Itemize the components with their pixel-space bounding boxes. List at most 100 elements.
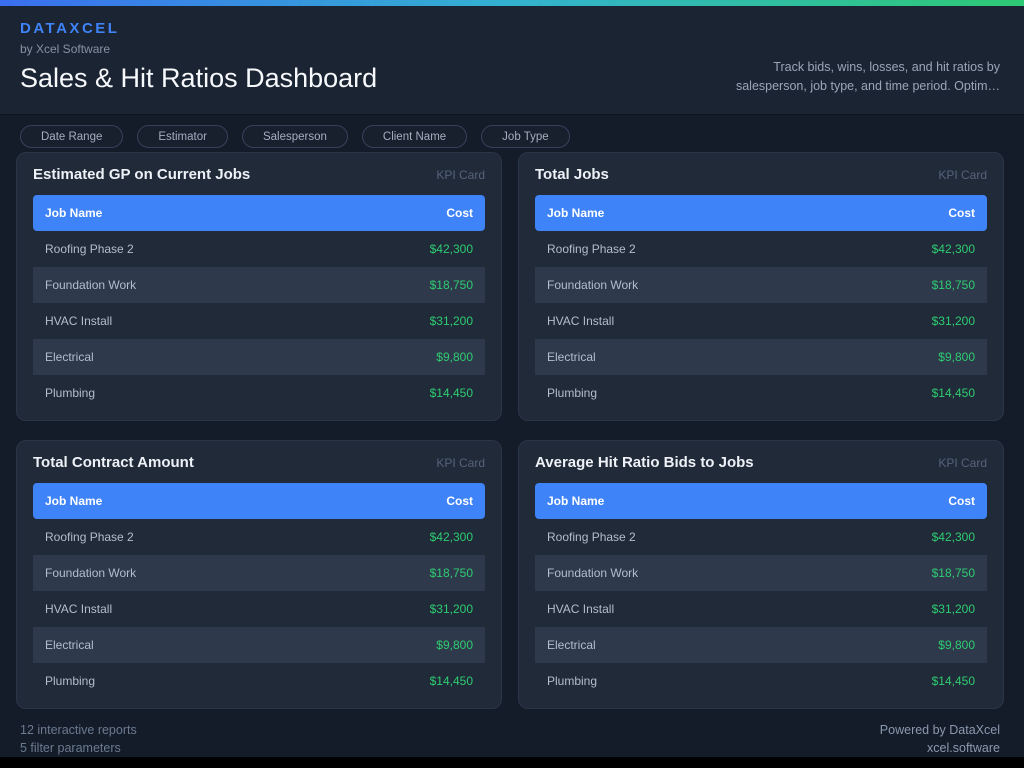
filter-pill[interactable]: Client Name [361, 125, 468, 148]
cost-cell: $31,200 [429, 314, 473, 328]
cost-cell: $18,750 [429, 566, 473, 580]
brand-name: DATAXCEL [20, 20, 120, 37]
kpi-card: Total Contract Amount KPI Card Job Name … [16, 440, 502, 709]
cost-cell: $31,200 [931, 314, 975, 328]
column-header-cost: Cost [446, 494, 473, 508]
brand-tagline: by Xcel Software [20, 42, 111, 56]
table-row: Roofing Phase 2 $42,300 [33, 231, 485, 267]
job-name-cell: Foundation Work [547, 278, 639, 292]
card-type-badge: KPI Card [436, 455, 485, 470]
job-name-cell: Electrical [45, 350, 94, 364]
table-row: Plumbing $14,450 [535, 663, 987, 699]
job-name-cell: Roofing Phase 2 [45, 242, 134, 256]
column-header-cost: Cost [948, 494, 975, 508]
table-row: HVAC Install $31,200 [535, 303, 987, 339]
job-name-cell: Roofing Phase 2 [547, 242, 636, 256]
table-row: Electrical $9,800 [535, 339, 987, 375]
filter-pill[interactable]: Estimator [137, 125, 228, 148]
cost-cell: $9,800 [436, 350, 473, 364]
table-header: Job Name Cost [33, 195, 485, 231]
job-name-cell: HVAC Install [547, 314, 615, 328]
card-rows: Roofing Phase 2 $42,300 Foundation Work … [33, 231, 485, 411]
filter-bar: Date Range Estimator Salesperson Client Nam… [0, 115, 1024, 148]
footer-website-link[interactable]: xcel.software [927, 741, 1000, 755]
table-row: Electrical $9,800 [33, 339, 485, 375]
job-name-cell: Roofing Phase 2 [45, 530, 134, 544]
table-row: Plumbing $14,450 [33, 663, 485, 699]
cost-cell: $14,450 [931, 674, 975, 688]
cost-cell: $31,200 [931, 602, 975, 616]
job-name-cell: Roofing Phase 2 [547, 530, 636, 544]
table-row: Foundation Work $18,750 [535, 555, 987, 591]
job-name-cell: Electrical [547, 350, 596, 364]
column-header-cost: Cost [948, 206, 975, 220]
cost-cell: $42,300 [429, 242, 473, 256]
job-name-cell: Foundation Work [547, 566, 639, 580]
footer-powered-by: Powered by DataXcel [879, 723, 1000, 737]
table-row: HVAC Install $31,200 [33, 303, 485, 339]
column-header-job-name: Job Name [547, 494, 605, 508]
filter-pill[interactable]: Salesperson [241, 125, 348, 148]
cost-cell: $18,750 [429, 278, 473, 292]
cost-cell: $9,800 [436, 638, 473, 652]
card-rows: Roofing Phase 2 $42,300 Foundation Work … [535, 231, 987, 411]
kpi-card: Total Jobs KPI Card Job Name Cost Roofin… [518, 152, 1004, 421]
cost-cell: $42,300 [429, 530, 473, 544]
table-row: Roofing Phase 2 $42,300 [33, 519, 485, 555]
header-description: Track bids, wins, losses, and hit ratios… [736, 58, 1000, 97]
column-header-job-name: Job Name [45, 206, 103, 220]
footer: 12 interactive reports 5 filter paramete… [0, 709, 1024, 757]
filter-pill[interactable]: Date Range [20, 125, 124, 148]
cost-cell: $14,450 [429, 674, 473, 688]
cost-cell: $14,450 [429, 386, 473, 400]
card-header: Estimated GP on Current Jobs KPI Card [33, 166, 485, 183]
column-header-cost: Cost [446, 206, 473, 220]
card-rows: Roofing Phase 2 $42,300 Foundation Work … [33, 519, 485, 699]
table-row: Plumbing $14,450 [33, 375, 485, 411]
cards-grid: Estimated GP on Current Jobs KPI Card Jo… [0, 148, 1024, 709]
cost-cell: $42,300 [931, 242, 975, 256]
table-header: Job Name Cost [33, 483, 485, 519]
cost-cell: $9,800 [938, 638, 975, 652]
table-row: Roofing Phase 2 $42,300 [535, 231, 987, 267]
kpi-card: Average Hit Ratio Bids to Jobs KPI Card … [518, 440, 1004, 709]
job-name-cell: Plumbing [547, 386, 598, 400]
top-gradient-bar [0, 0, 1024, 6]
table-row: Foundation Work $18,750 [33, 555, 485, 591]
table-header: Job Name Cost [535, 483, 987, 519]
cost-cell: $31,200 [429, 602, 473, 616]
footer-stat-reports: 12 interactive reports [20, 723, 137, 737]
footer-stats: 12 interactive reports 5 filter paramete… [20, 721, 137, 757]
table-row: Foundation Work $18,750 [33, 267, 485, 303]
card-header: Total Jobs KPI Card [535, 166, 987, 183]
table-row: Plumbing $14,450 [535, 375, 987, 411]
job-name-cell: Plumbing [547, 674, 598, 688]
cost-cell: $18,750 [931, 566, 975, 580]
header-description-line2: salesperson, job type, and time period. … [735, 79, 1000, 94]
app-header: DATAXCEL by Xcel Software Sales & Hit Ra… [0, 6, 1024, 115]
card-type-badge: KPI Card [938, 455, 987, 470]
footer-credits: Powered by DataXcel xcel.software [880, 721, 1000, 757]
footer-stat-filters: 5 filter parameters [20, 741, 121, 755]
card-rows: Roofing Phase 2 $42,300 Foundation Work … [535, 519, 987, 699]
cost-cell: $14,450 [931, 386, 975, 400]
kpi-card: Estimated GP on Current Jobs KPI Card Jo… [16, 152, 502, 421]
table-row: Electrical $9,800 [535, 627, 987, 663]
job-name-cell: Foundation Work [45, 566, 137, 580]
filter-pill[interactable]: Job Type [481, 125, 570, 148]
cost-cell: $9,800 [938, 350, 975, 364]
job-name-cell: Electrical [547, 638, 596, 652]
card-header: Average Hit Ratio Bids to Jobs KPI Card [535, 454, 987, 471]
card-title: Average Hit Ratio Bids to Jobs [535, 454, 754, 471]
header-description-line1: Track bids, wins, losses, and hit ratios… [773, 60, 1000, 74]
job-name-cell: HVAC Install [547, 602, 615, 616]
job-name-cell: HVAC Install [45, 314, 113, 328]
job-name-cell: Plumbing [45, 674, 96, 688]
cost-cell: $42,300 [931, 530, 975, 544]
table-row: HVAC Install $31,200 [33, 591, 485, 627]
job-name-cell: Plumbing [45, 386, 96, 400]
card-type-badge: KPI Card [436, 167, 485, 182]
card-header: Total Contract Amount KPI Card [33, 454, 485, 471]
table-row: Electrical $9,800 [33, 627, 485, 663]
